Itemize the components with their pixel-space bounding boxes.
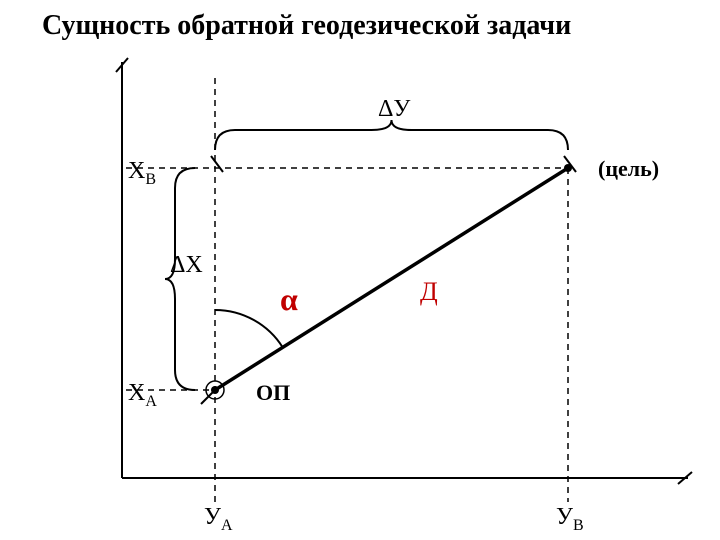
u-b-label: УВ (556, 504, 584, 534)
op-label: ОП (256, 380, 290, 405)
x-a-label: ХА (128, 380, 157, 410)
delta-y-label: ΔУ (378, 96, 410, 122)
x-b-label: ХВ (128, 158, 156, 188)
distance-label: Д (420, 277, 438, 306)
u-a-label: УА (204, 504, 233, 534)
target-label: (цель) (598, 156, 659, 181)
delta-x-label: ΔХ (170, 252, 203, 278)
page-title: Сущность обратной геодезической задачи (42, 10, 571, 42)
geodesy-diagram: ΔУ ΔХ α Д ОП (цель) ХА ХВ УА УВ (0, 0, 720, 540)
alpha-label: α (280, 281, 298, 317)
